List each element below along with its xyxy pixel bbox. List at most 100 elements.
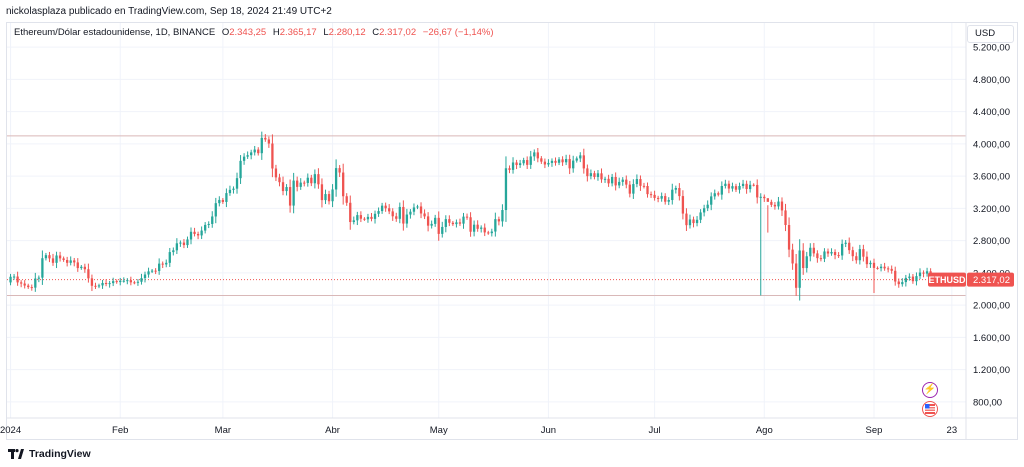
- candle-body: [586, 168, 589, 177]
- candle-body: [207, 223, 210, 225]
- candle-body: [232, 188, 235, 190]
- high-label: H: [272, 27, 280, 38]
- tradingview-footer[interactable]: TradingView: [8, 448, 91, 460]
- candle-body: [734, 186, 738, 190]
- symbol-tag-bg: [928, 272, 966, 287]
- candle-body: [175, 243, 179, 251]
- candle-body: [211, 216, 214, 224]
- lightning-icon[interactable]: ⚡: [922, 382, 938, 398]
- candle-body: [380, 205, 384, 212]
- candle-body: [490, 231, 493, 234]
- candle-body: [66, 260, 69, 263]
- candle-body: [16, 276, 19, 283]
- published-byline: nickolasplaza publicado en TradingView.c…: [6, 6, 332, 17]
- time-tick-label: Mar: [215, 425, 231, 436]
- candle-body: [695, 219, 699, 224]
- candle-body: [628, 184, 631, 194]
- candle-body: [915, 276, 918, 282]
- candle-body: [338, 168, 341, 173]
- last-price-marker: ETHUSD 2.317,02: [928, 272, 1014, 287]
- candle-body: [359, 215, 363, 219]
- candle-body: [540, 158, 543, 162]
- candle-body: [395, 216, 398, 219]
- candle-body: [717, 193, 720, 195]
- candle-body: [724, 183, 727, 186]
- candle-body: [416, 206, 419, 208]
- candle-body: [533, 152, 536, 157]
- candle-body: [419, 206, 423, 214]
- candle-body: [267, 139, 271, 144]
- candle-body: [720, 185, 723, 195]
- time-tick-label: 23: [947, 425, 958, 436]
- candle-body: [246, 155, 249, 157]
- candle-body: [313, 174, 317, 184]
- candle-body: [23, 283, 26, 286]
- candle-body: [405, 214, 409, 224]
- candle-body: [618, 181, 621, 186]
- candle-body: [582, 155, 585, 169]
- candle-body: [819, 258, 823, 260]
- candle-body: [529, 156, 532, 165]
- candle-body: [150, 270, 154, 272]
- candles: [9, 131, 936, 301]
- candle-body: [58, 255, 62, 259]
- candle-body: [140, 278, 143, 282]
- candle-body: [568, 158, 571, 169]
- low-value: 2.280,12: [328, 27, 366, 38]
- price-tick-label: 4.800,00: [973, 75, 1010, 86]
- candle-body: [858, 249, 861, 261]
- candle-body: [656, 197, 660, 199]
- candle-body: [741, 183, 745, 186]
- chart-frame: [6, 22, 1018, 440]
- candle-body: [678, 188, 681, 197]
- candle-body: [345, 196, 348, 203]
- candle-body: [518, 163, 522, 166]
- candle-body: [738, 185, 741, 190]
- candle-body: [465, 216, 469, 218]
- candle-body: [805, 256, 808, 269]
- candle-body: [826, 251, 830, 254]
- candle-body: [441, 226, 444, 234]
- candle-body: [179, 242, 182, 244]
- candle-body: [398, 206, 401, 219]
- candle-body: [299, 182, 302, 187]
- candle-body: [646, 185, 649, 195]
- candle-body: [833, 252, 837, 256]
- symbol-tag-label: ETHUSD: [928, 275, 966, 285]
- price-tag-bg: [967, 272, 1014, 287]
- candle-body: [242, 156, 246, 161]
- candle-body: [526, 160, 529, 165]
- candle-body: [218, 199, 221, 204]
- us-flag-icon[interactable]: [922, 401, 938, 417]
- candle-body: [897, 281, 900, 285]
- candle-body: [402, 206, 405, 224]
- candle-body: [561, 159, 564, 163]
- candle-body: [780, 201, 784, 211]
- candle-body: [104, 282, 108, 285]
- currency-button[interactable]: USD: [967, 25, 1014, 43]
- candle-body: [462, 216, 465, 224]
- candle-body: [83, 266, 87, 270]
- candle-body: [550, 160, 554, 163]
- candle-body: [444, 219, 447, 227]
- candle-body: [12, 276, 16, 278]
- candle-body: [250, 152, 253, 156]
- candle-body: [504, 168, 508, 211]
- candle-body: [886, 268, 890, 270]
- candle-body: [830, 252, 833, 254]
- candle-body: [660, 196, 663, 199]
- low-label: L: [323, 27, 329, 38]
- candle-body: [257, 149, 260, 154]
- candle-body: [434, 217, 437, 224]
- candle-body: [264, 137, 267, 140]
- candle-body: [816, 253, 819, 259]
- price-tick-label: 3.600,00: [973, 172, 1010, 183]
- candle-body: [579, 155, 582, 159]
- candle-body: [848, 242, 851, 251]
- candle-body: [165, 262, 168, 265]
- candle-body: [133, 282, 136, 284]
- candle-body: [161, 263, 164, 265]
- candle-body: [844, 242, 847, 244]
- candle-body: [44, 255, 48, 259]
